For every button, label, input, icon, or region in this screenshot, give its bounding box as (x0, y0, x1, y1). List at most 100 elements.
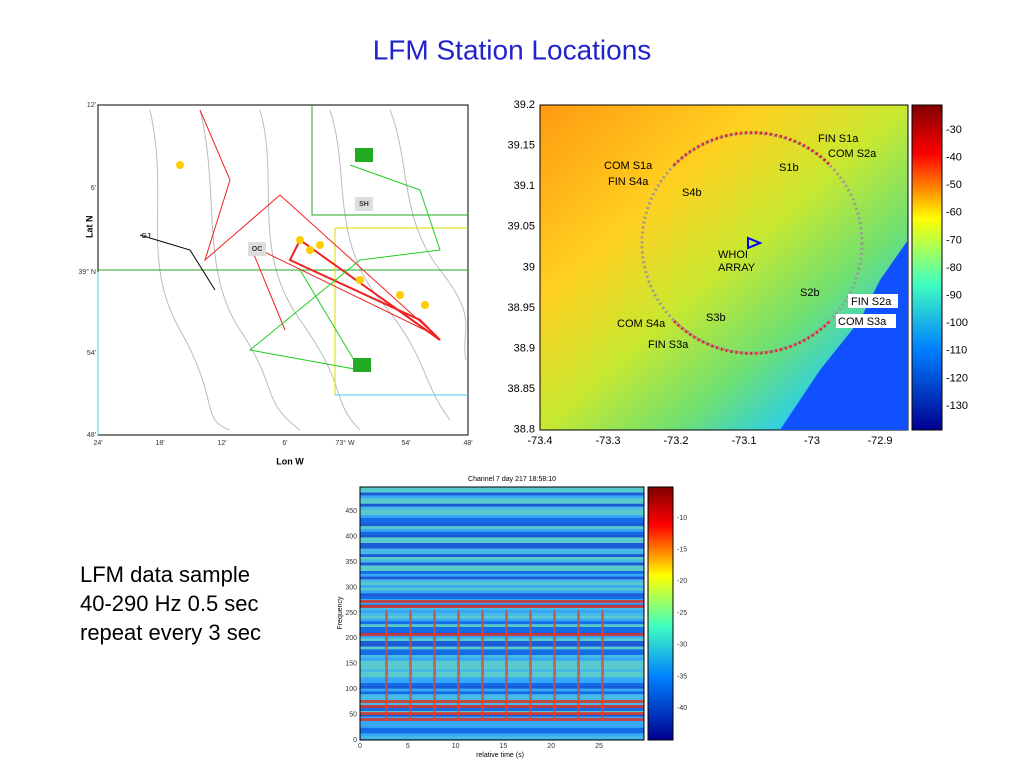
spectrogram-cell (360, 554, 644, 557)
colorbar-label: -130 (946, 400, 968, 412)
spectrogram-cell (360, 579, 644, 583)
spectrogram-cell (360, 652, 644, 655)
spectrogram-cell (360, 660, 644, 664)
y-tick-label: 39.1 (514, 180, 535, 192)
colorbar-label: -50 (946, 179, 962, 191)
spectrogram-cell (360, 537, 644, 541)
spectrogram-cell (360, 585, 644, 588)
spectrogram-band (360, 718, 644, 721)
spectrogram-cell (360, 683, 644, 686)
spectrogram-pulse (505, 610, 508, 720)
spectrogram-cell (360, 713, 644, 717)
spectrogram-cell (360, 515, 644, 518)
spectrogram-band (360, 712, 644, 715)
spectrogram-cell (360, 489, 644, 493)
x-tick-label: 25 (595, 743, 603, 750)
colorbar-label: -110 (946, 345, 967, 357)
spectrogram-cell (360, 691, 644, 695)
x-tick-label: -73.1 (731, 435, 756, 447)
whoi-array (747, 236, 763, 250)
station-label: COM S4a (617, 318, 666, 330)
spectrogram-cell (360, 610, 644, 613)
spectrogram-cell (360, 722, 644, 725)
spectrogram-cell (360, 534, 644, 538)
spectrogram-cell (360, 677, 644, 681)
spectrogram-cell (360, 596, 644, 599)
array-circle (640, 131, 864, 355)
caption-line: repeat every 3 sec (80, 620, 261, 645)
spectrogram-cell (360, 601, 644, 605)
station-label: S1b (779, 162, 799, 174)
spectrogram-pulse (553, 610, 556, 720)
colorbar-label: -40 (946, 152, 962, 164)
spectrogram-band (360, 700, 644, 703)
x-tick-label: 18' (155, 440, 164, 447)
station-label: S4b (682, 187, 702, 199)
spectrogram-cell (360, 582, 644, 585)
spectrogram-cell (360, 531, 644, 535)
x-tick-label: 12' (217, 440, 226, 447)
x-tick-label: -73.4 (527, 435, 552, 447)
spectrogram-band (360, 705, 644, 708)
station-label: FIN S3a (648, 339, 689, 351)
colorbar-label: -30 (946, 124, 962, 136)
station-label: FIN S2a (851, 296, 892, 308)
y-tick-label: 39 (523, 261, 535, 273)
spectrogram-cell (360, 733, 644, 737)
spectrogram-cell (360, 613, 644, 616)
spectrogram-cell (360, 635, 644, 639)
spectrogram-cell (360, 529, 644, 532)
spectrogram-cell (360, 517, 644, 521)
map-label: SH (359, 201, 369, 208)
colorbar (911, 104, 943, 431)
map-ylabel: Lat N (84, 216, 94, 239)
spectrogram-cell (360, 708, 644, 711)
spectrogram-cell (360, 498, 644, 501)
y-tick-label: 0 (353, 737, 357, 744)
y-tick-label: 54' (87, 350, 96, 357)
x-tick-label: 0 (358, 743, 362, 750)
y-tick-label: 12' (87, 102, 96, 109)
station-label: WHOI (718, 249, 748, 261)
spectrogram-cell (360, 643, 644, 647)
caption-line: LFM data sample (80, 562, 250, 587)
spectrogram-cell (360, 680, 644, 683)
spectrogram-cell (360, 615, 644, 619)
spectrogram-cell (360, 495, 644, 499)
spectrogram-cell (360, 503, 644, 507)
spectrogram-cell (360, 671, 644, 675)
spectrogram-cell (360, 641, 644, 644)
spectrogram-xlabel: relative time (s) (476, 752, 524, 759)
spectrogram-band (360, 633, 644, 636)
contours (149, 109, 467, 431)
label-box (355, 197, 373, 211)
y-tick-label: 39° N (78, 268, 96, 276)
map-label: OC (252, 246, 263, 253)
spectrogram-cell (360, 702, 644, 706)
y-tick-label: 350 (345, 559, 357, 566)
spectrogram-cell (360, 512, 644, 515)
spectrogram-pulse (601, 610, 604, 720)
colorbar-label: -10 (677, 515, 687, 522)
slide-title: LFM Station Locations (373, 34, 652, 65)
spectrogram-cell (360, 730, 644, 734)
spectrogram-cell (360, 694, 644, 697)
spectrogram-title: Channel 7 day 217 18:58:10 (468, 476, 556, 483)
y-tick-label: 6' (91, 185, 96, 192)
spectrogram-cell (360, 669, 644, 672)
spectrogram-cell (360, 571, 644, 574)
spectrogram-pulse (577, 610, 580, 720)
label-box (836, 314, 896, 328)
station (355, 148, 373, 162)
y-tick-label: 50 (349, 711, 357, 718)
spectrogram-cell (360, 523, 644, 527)
station-label: FIN S1a (818, 133, 859, 145)
spectrogram-cell (360, 688, 644, 692)
colorbar (647, 486, 674, 741)
x-tick-label: 54' (401, 440, 410, 447)
spectrogram-cell (360, 545, 644, 549)
colorbar-label: -35 (677, 673, 687, 680)
spectrogram-cell (360, 551, 644, 555)
spectrogram-cell (360, 657, 644, 661)
